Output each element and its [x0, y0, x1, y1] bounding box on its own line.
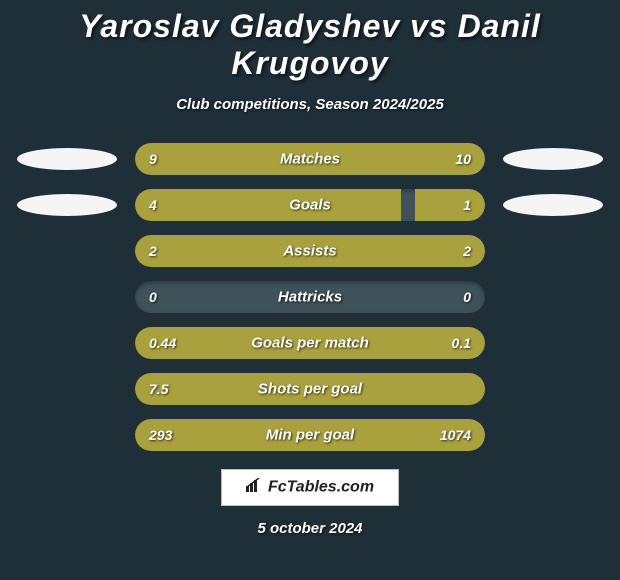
- stat-value-right: 0.1: [452, 335, 471, 351]
- stat-label: Min per goal: [266, 427, 354, 444]
- bar-fill-right: [415, 189, 485, 221]
- stat-row: Shots per goal 7.5: [0, 373, 620, 405]
- stat-value-left: 9: [149, 151, 157, 167]
- stat-bar: Min per goal 293 1074: [135, 419, 485, 451]
- stat-row: Goals 4 1: [0, 189, 620, 221]
- stat-bar: Hattricks 0 0: [135, 281, 485, 313]
- stat-value-right: 2: [463, 243, 471, 259]
- stat-value-right: 1: [463, 197, 471, 213]
- stat-row: Matches 9 10: [0, 143, 620, 175]
- bar-fill-left: [135, 143, 300, 175]
- brand-box[interactable]: FcTables.com: [221, 469, 399, 506]
- stat-bar: Shots per goal 7.5: [135, 373, 485, 405]
- stat-value-left: 0: [149, 289, 157, 305]
- stat-bar: Goals 4 1: [135, 189, 485, 221]
- player-right-ellipse: [503, 194, 603, 216]
- stat-bar: Assists 2 2: [135, 235, 485, 267]
- stat-value-right: 0: [463, 289, 471, 305]
- footer: FcTables.com 5 october 2024: [0, 469, 620, 537]
- date-text: 5 october 2024: [0, 520, 620, 537]
- stat-value-left: 4: [149, 197, 157, 213]
- stat-row: Goals per match 0.44 0.1: [0, 327, 620, 359]
- brand-chart-icon: [246, 478, 264, 497]
- stat-label: Goals: [289, 197, 331, 214]
- stat-bar: Goals per match 0.44 0.1: [135, 327, 485, 359]
- stat-label: Shots per goal: [258, 381, 362, 398]
- comparison-chart: Yaroslav Gladyshev vs Danil Krugovoy Clu…: [0, 0, 620, 580]
- stat-row: Min per goal 293 1074: [0, 419, 620, 451]
- page-title: Yaroslav Gladyshev vs Danil Krugovoy: [0, 0, 620, 82]
- stat-value-left: 0.44: [149, 335, 176, 351]
- stat-value-right: 10: [455, 151, 471, 167]
- player-left-ellipse: [17, 194, 117, 216]
- stat-value-left: 2: [149, 243, 157, 259]
- bar-fill-left: [135, 189, 401, 221]
- stat-value-right: 1074: [440, 427, 471, 443]
- stat-value-left: 293: [149, 427, 172, 443]
- player-left-ellipse: [17, 148, 117, 170]
- stat-bar: Matches 9 10: [135, 143, 485, 175]
- brand-text: FcTables.com: [268, 479, 374, 496]
- stat-label: Hattricks: [278, 289, 342, 306]
- stat-label: Matches: [280, 151, 340, 168]
- stat-row: Hattricks 0 0: [0, 281, 620, 313]
- player-right-ellipse: [503, 148, 603, 170]
- stat-value-left: 7.5: [149, 381, 168, 397]
- subtitle: Club competitions, Season 2024/2025: [0, 96, 620, 113]
- bars-wrapper: Matches 9 10 Goals 4 1 Assists 2 2 Hattricks 0 0 Goa…: [0, 143, 620, 451]
- stat-row: Assists 2 2: [0, 235, 620, 267]
- stat-label: Goals per match: [251, 335, 369, 352]
- stat-label: Assists: [283, 243, 336, 260]
